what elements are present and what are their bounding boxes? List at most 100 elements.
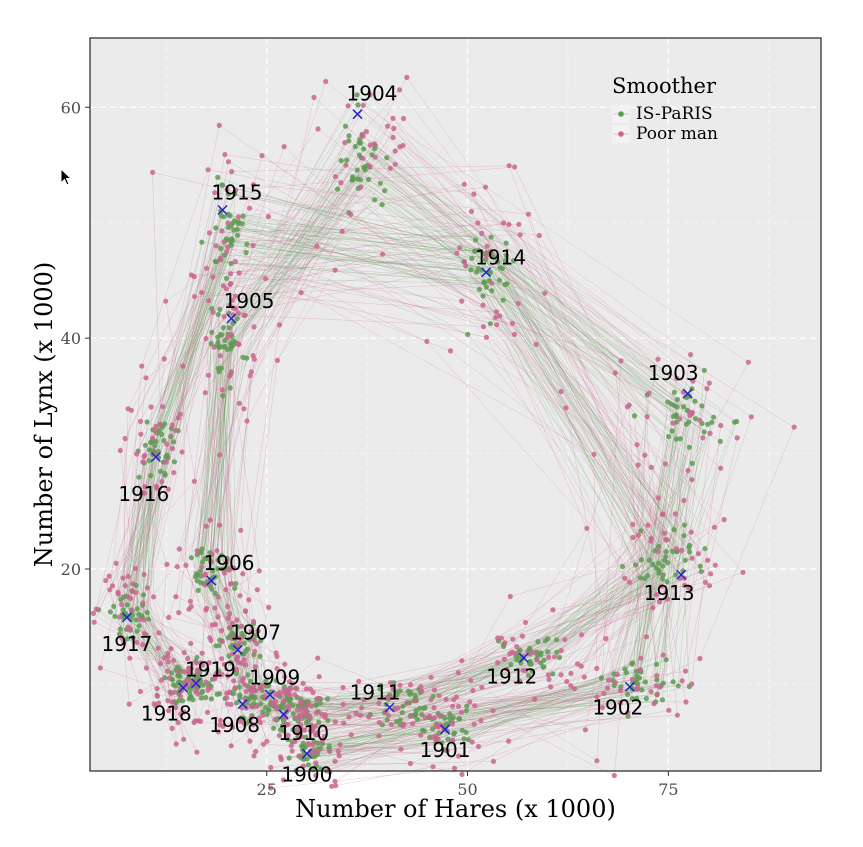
observation-1910 (278, 709, 289, 720)
is-paris-point (535, 639, 541, 645)
poor-man-point (225, 673, 231, 679)
poor-man-point (689, 555, 695, 561)
poor-man-point (366, 714, 372, 720)
observation-1909 (264, 689, 275, 700)
poor-man-point (707, 430, 713, 436)
is-paris-point (356, 140, 362, 146)
x-tick-label: 25 (257, 780, 277, 799)
year-label-1916: 1916 (118, 482, 169, 506)
poor-man-point (230, 636, 236, 642)
is-paris-point (173, 683, 179, 689)
poor-man-point (232, 258, 238, 265)
is-paris-point (500, 297, 506, 303)
poor-man-point (195, 691, 201, 697)
poor-man-point (241, 406, 247, 412)
poor-man-point (144, 585, 150, 591)
poor-man-point (164, 561, 170, 568)
poor-man-point (455, 670, 461, 676)
poor-man-point (664, 537, 670, 543)
poor-man-point (250, 618, 257, 624)
poor-man-point (534, 657, 540, 663)
poor-man-point (695, 551, 702, 557)
poor-man-point (155, 645, 161, 651)
poor-man-point (276, 733, 283, 739)
legend-item-is-paris: IS-PaRIS (612, 104, 713, 124)
poor-man-point (358, 184, 364, 190)
poor-man-point (233, 187, 239, 193)
poor-man-point (681, 497, 687, 504)
is-paris-point (480, 293, 486, 299)
poor-man-point (210, 309, 216, 315)
poor-man-point (201, 572, 207, 578)
is-paris-point (620, 563, 626, 570)
poor-man-point (237, 640, 243, 646)
is-paris-point (476, 247, 482, 254)
poor-man-trajectory (119, 142, 704, 753)
poor-man-point (243, 688, 249, 694)
y-axis-title: Number of Lynx (x 1000) (30, 262, 58, 568)
poor-man-point (227, 302, 233, 308)
observation-cross (682, 388, 693, 399)
poor-man-point (247, 205, 253, 211)
is-paris-point (421, 728, 427, 734)
poor-man-point (210, 274, 216, 280)
is-paris-point (120, 594, 126, 600)
poor-man-point (558, 647, 564, 654)
observation-cross (676, 569, 687, 580)
poor-man-point (194, 667, 200, 673)
poor-man-point (343, 162, 349, 168)
is-paris-point (217, 332, 223, 338)
is-paris-point (489, 288, 495, 294)
is-paris-point (675, 683, 681, 689)
is-paris-point (674, 404, 680, 410)
is-paris-point (384, 155, 390, 161)
is-paris-point (646, 557, 652, 563)
observation-cross (352, 109, 363, 120)
is-paris-point (246, 636, 252, 643)
poor-man-point (141, 617, 147, 623)
is-paris-point (673, 436, 679, 442)
poor-man-point (296, 735, 302, 741)
poor-man-point (150, 169, 156, 175)
poor-man-point (161, 655, 168, 661)
is-paris-point (286, 755, 292, 761)
poor-man-point (310, 741, 316, 748)
is-paris-point (472, 248, 478, 254)
year-label-1908: 1908 (209, 713, 260, 737)
poor-man-point (122, 435, 128, 442)
poor-man-point (229, 724, 236, 730)
is-paris-point (235, 221, 241, 227)
is-paris-point (541, 657, 547, 663)
poor-man-point (617, 687, 624, 694)
poor-man-point (431, 715, 437, 721)
is-paris-trajectory (122, 142, 678, 759)
poor-man-point (238, 718, 244, 724)
poor-man-point (400, 723, 406, 729)
is-paris-point (117, 626, 123, 632)
observation-1916 (150, 451, 161, 463)
is-paris-point (451, 730, 458, 736)
is-paris-point (692, 416, 699, 422)
poor-man-point (311, 94, 317, 100)
poor-man-point (357, 712, 363, 719)
poor-man-point (289, 748, 295, 754)
is-paris-point (230, 691, 236, 697)
poor-man-point (141, 630, 147, 637)
year-label-1909: 1909 (249, 665, 300, 689)
poor-man-point (487, 248, 493, 254)
is-paris-point (550, 671, 556, 677)
is-paris-trajectory (114, 176, 721, 754)
poor-man-point (178, 693, 184, 700)
poor-man-point (121, 639, 127, 645)
is-paris-point (232, 585, 238, 591)
poor-man-point (444, 748, 450, 754)
is-paris-point (634, 695, 640, 701)
poor-man-point (128, 407, 134, 413)
poor-man-point (690, 378, 696, 384)
poor-man-point (212, 605, 218, 611)
poor-man-point (340, 684, 346, 691)
is-paris-point (346, 133, 352, 139)
poor-man-point (437, 713, 443, 719)
poor-man-point (492, 314, 499, 321)
observation-1919 (191, 678, 202, 689)
